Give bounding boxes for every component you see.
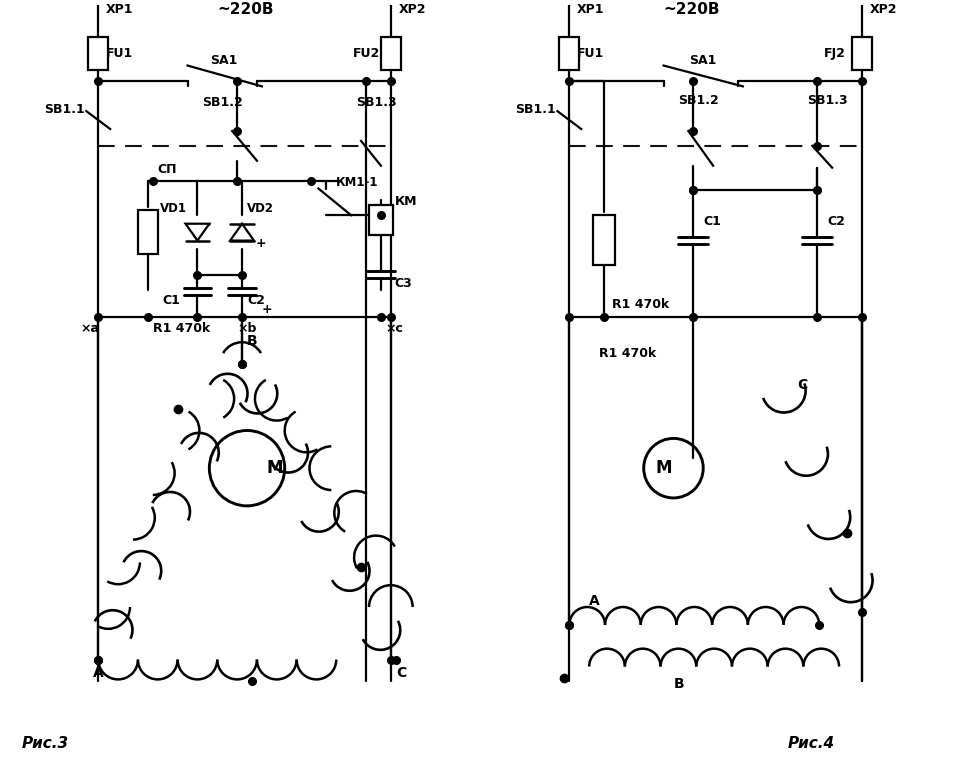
Text: B: B <box>247 334 257 348</box>
Polygon shape <box>186 224 209 241</box>
Text: SB1.3: SB1.3 <box>356 96 397 110</box>
Text: C3: C3 <box>395 277 412 290</box>
Bar <box>368 205 393 235</box>
Text: VD2: VD2 <box>247 202 274 215</box>
Text: XP1: XP1 <box>576 4 604 16</box>
Text: FU1: FU1 <box>106 47 133 60</box>
Text: SB1.3: SB1.3 <box>807 94 847 107</box>
Text: XP2: XP2 <box>399 4 426 16</box>
Text: FJ2: FJ2 <box>824 47 845 60</box>
Text: C: C <box>796 378 807 392</box>
Text: C1: C1 <box>162 294 181 307</box>
Bar <box>851 37 871 71</box>
Text: ×b: ×b <box>236 322 256 336</box>
Text: SB1.1: SB1.1 <box>44 103 84 116</box>
Text: SA1: SA1 <box>688 54 715 67</box>
Text: M: M <box>267 459 283 477</box>
Text: Рис.4: Рис.4 <box>786 736 833 751</box>
Text: КМ1-1: КМ1-1 <box>336 176 378 189</box>
Text: VD1: VD1 <box>159 202 187 215</box>
Text: ~220В: ~220В <box>217 2 274 18</box>
Text: C2: C2 <box>247 294 265 307</box>
Text: C2: C2 <box>827 215 844 228</box>
Text: SB1.2: SB1.2 <box>678 94 718 107</box>
Bar <box>380 37 401 71</box>
Text: ~220В: ~220В <box>662 2 719 18</box>
Bar <box>559 37 578 71</box>
Text: C1: C1 <box>702 215 720 228</box>
Text: R1 470k: R1 470k <box>152 322 210 336</box>
Text: В: В <box>673 678 683 692</box>
Text: C: C <box>396 667 405 681</box>
Text: M: M <box>655 459 671 477</box>
Text: SB1.2: SB1.2 <box>202 96 243 110</box>
Polygon shape <box>230 224 254 241</box>
Text: Рис.3: Рис.3 <box>21 736 69 751</box>
Bar <box>592 215 615 265</box>
Text: XP1: XP1 <box>106 4 134 16</box>
Text: ×c: ×c <box>386 322 404 336</box>
Text: +: + <box>256 237 267 250</box>
Text: FU2: FU2 <box>353 47 380 60</box>
Text: SA1: SA1 <box>210 54 237 67</box>
Text: +: + <box>262 304 273 316</box>
Text: ×a: ×a <box>80 322 100 336</box>
Text: SB1.1: SB1.1 <box>514 103 555 116</box>
Text: A: A <box>588 594 599 608</box>
Bar <box>138 211 157 254</box>
Text: R1 470k: R1 470k <box>612 298 668 311</box>
Text: A: A <box>93 667 104 681</box>
Text: XP2: XP2 <box>869 4 897 16</box>
Text: СП: СП <box>157 162 177 176</box>
Bar <box>88 37 108 71</box>
Text: FU1: FU1 <box>576 47 604 60</box>
Text: КМ: КМ <box>395 195 417 208</box>
Text: R1 470k: R1 470k <box>599 347 656 360</box>
